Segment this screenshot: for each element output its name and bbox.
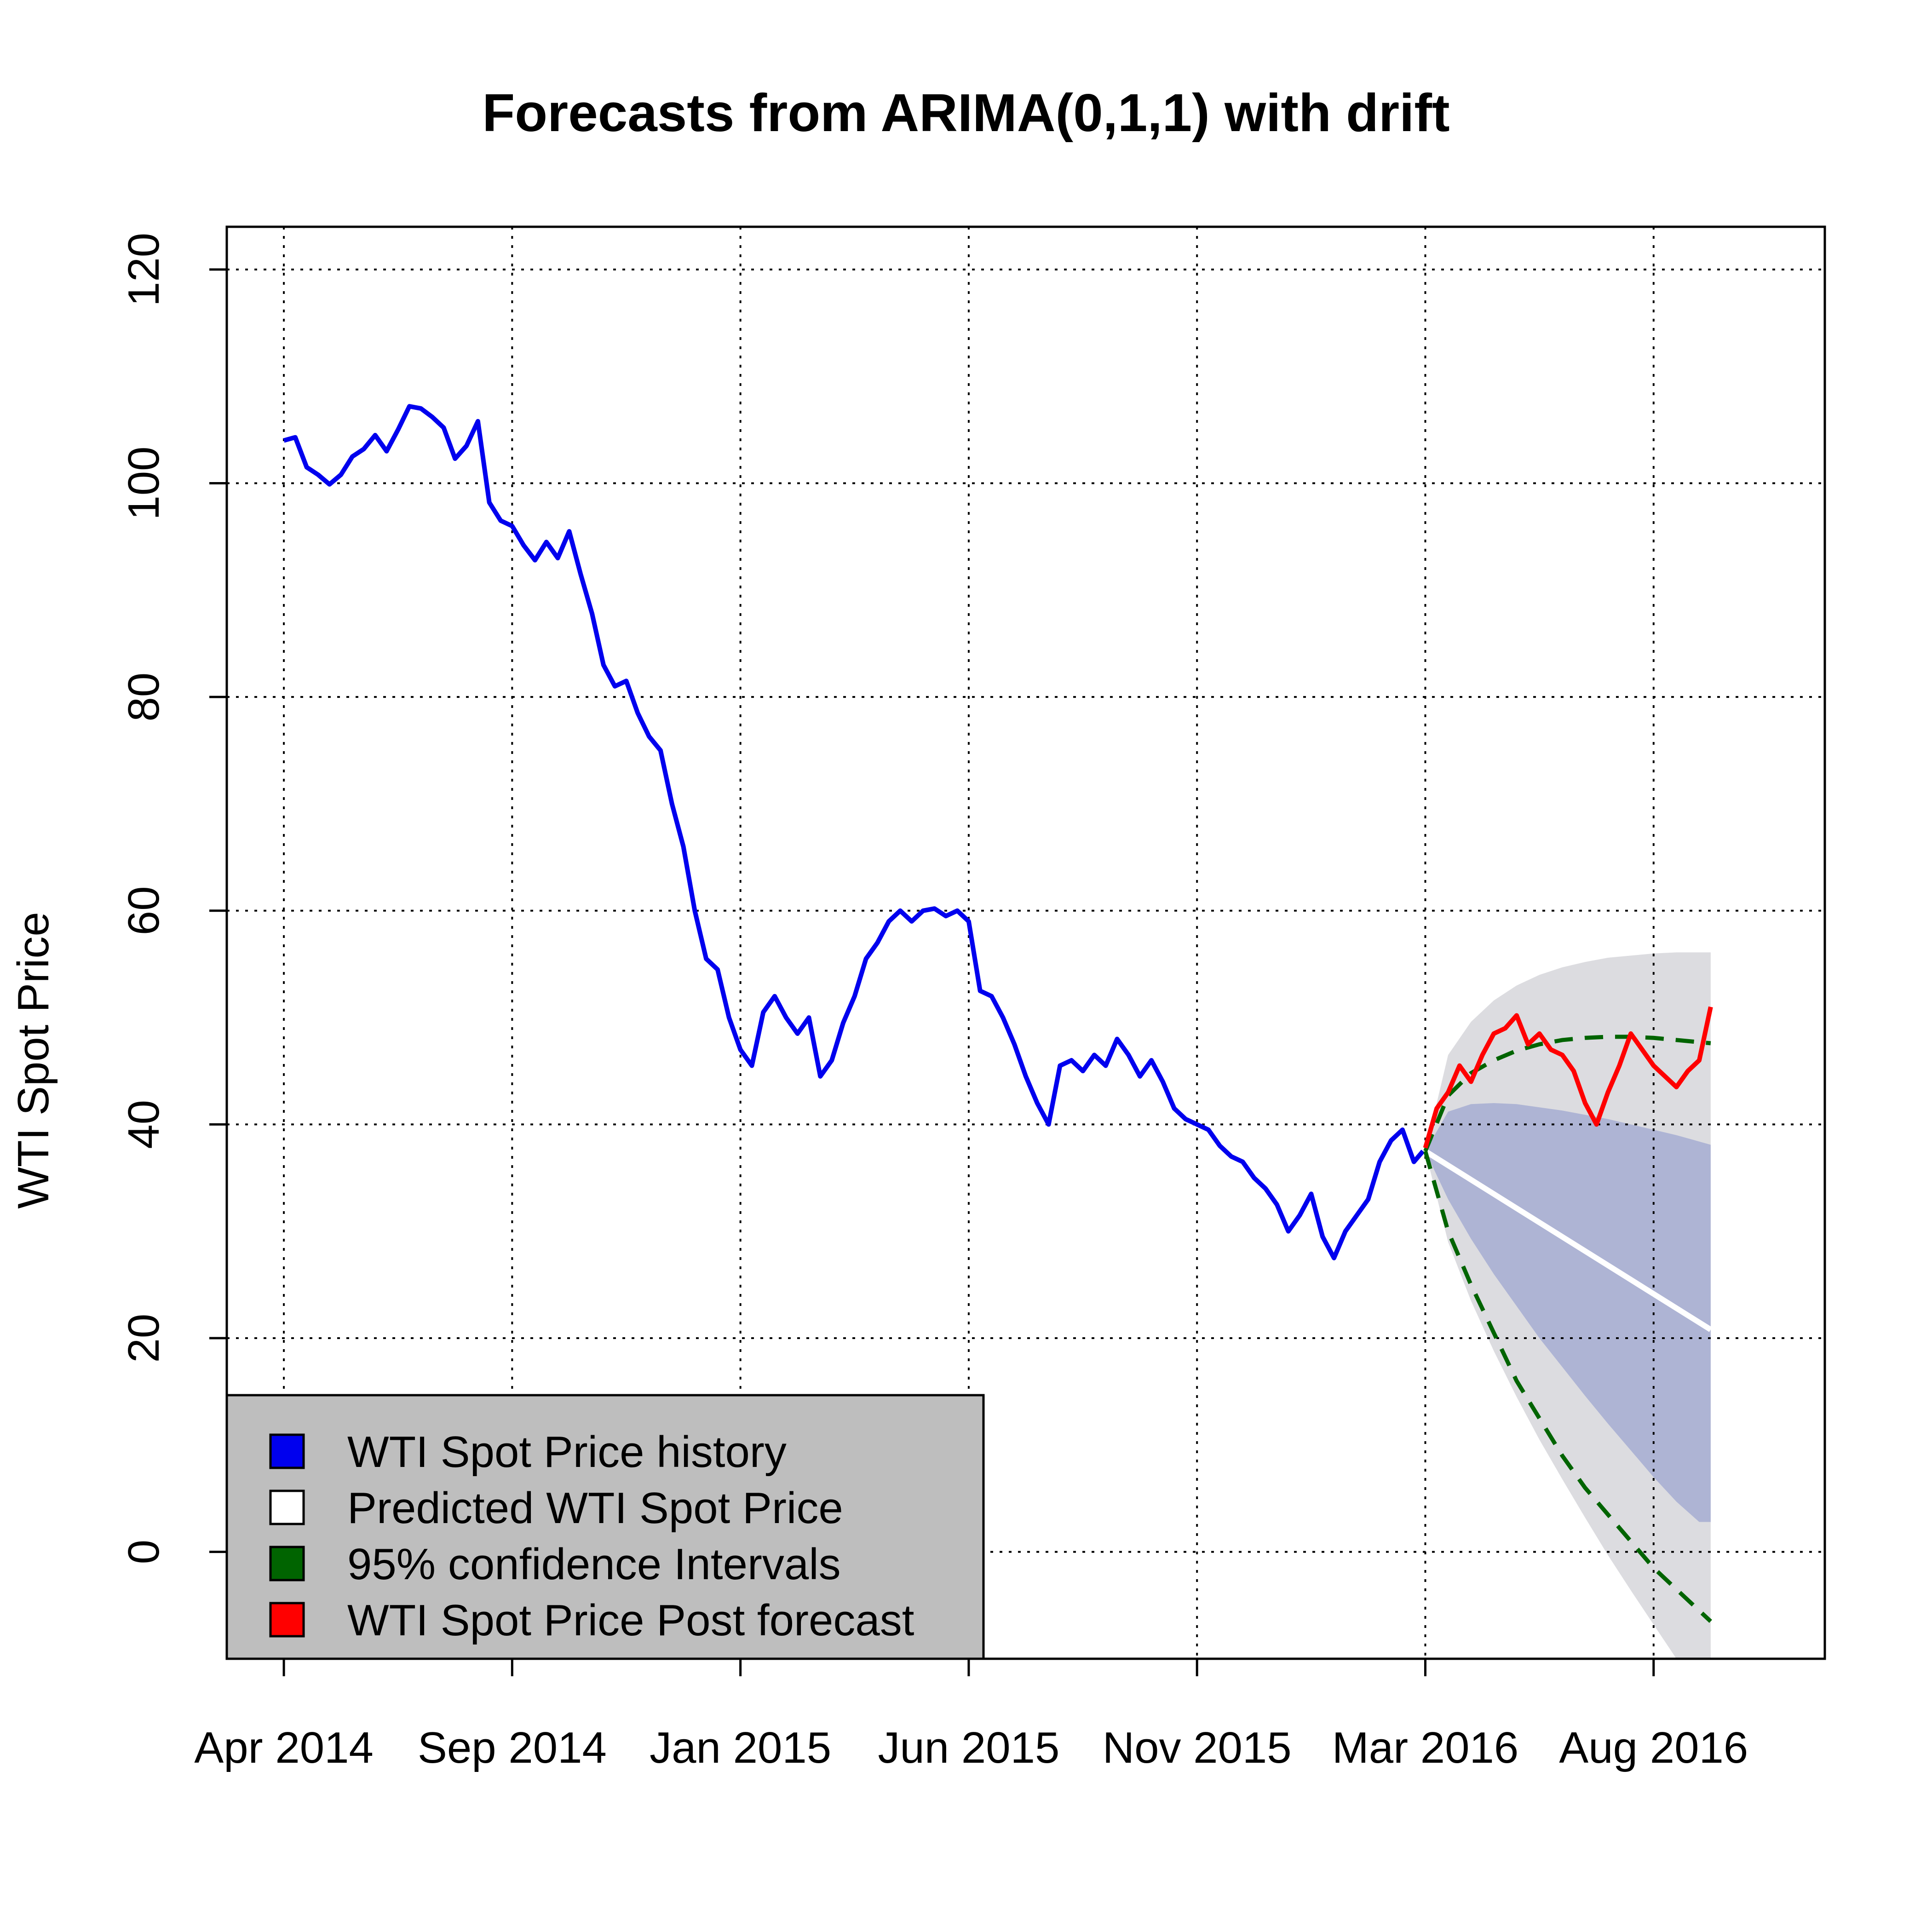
y-tick-label-3: 60	[119, 886, 168, 935]
predicted-line	[1424, 1149, 1713, 1332]
legend-box	[225, 1394, 985, 1660]
x-tick-label-0: Apr 2014	[194, 1723, 374, 1772]
series-lines	[283, 404, 1713, 1623]
y-tick-label-0: 0	[119, 1540, 168, 1564]
x-tick-label-3: Jun 2015	[878, 1723, 1059, 1772]
legend-label-2: 95% confidence Intervals	[347, 1540, 841, 1589]
band-80-area	[1425, 1103, 1711, 1522]
y-axis-label: WTI Spot Price	[9, 912, 58, 1208]
history-line	[283, 404, 1425, 1260]
x-tick-label-5: Mar 2016	[1332, 1723, 1519, 1772]
plot-frame	[225, 225, 1826, 1660]
chart-title: Forecasts from ARIMA(0,1,1) with drift	[482, 83, 1449, 143]
y-tick-label-4: 80	[119, 673, 168, 722]
confidence-bands	[1425, 952, 1711, 1659]
x-tick-label-2: Jan 2015	[650, 1723, 831, 1772]
y-tick-label-6: 120	[119, 233, 168, 306]
y-tick-label-2: 40	[119, 1100, 168, 1149]
x-tick-label-4: Nov 2015	[1103, 1723, 1292, 1772]
legend-swatch-3	[269, 1602, 305, 1638]
post-forecast-line	[1423, 1006, 1713, 1149]
legend-label-1: Predicted WTI Spot Price	[347, 1484, 843, 1533]
legend-label-0: WTI Spot Price history	[347, 1427, 787, 1477]
legend-swatch-0	[269, 1433, 305, 1469]
legend-label-3: WTI Spot Price Post forecast	[347, 1596, 914, 1645]
x-tick-label-6: Aug 2016	[1559, 1723, 1748, 1772]
legend-swatch-2	[269, 1546, 305, 1581]
legend: WTI Spot Price history Predicted WTI Spot…	[225, 1394, 985, 1660]
y-tick-label-5: 100	[119, 447, 168, 520]
legend-swatch-1	[269, 1489, 305, 1525]
axes: 0 20 40 60 80 100 120 Apr 2014 Sep 2014 Jan 2015 J…	[119, 225, 1826, 1772]
x-tick-label-1: Sep 2014	[418, 1723, 607, 1772]
y-tick-label-1: 20	[119, 1314, 168, 1363]
